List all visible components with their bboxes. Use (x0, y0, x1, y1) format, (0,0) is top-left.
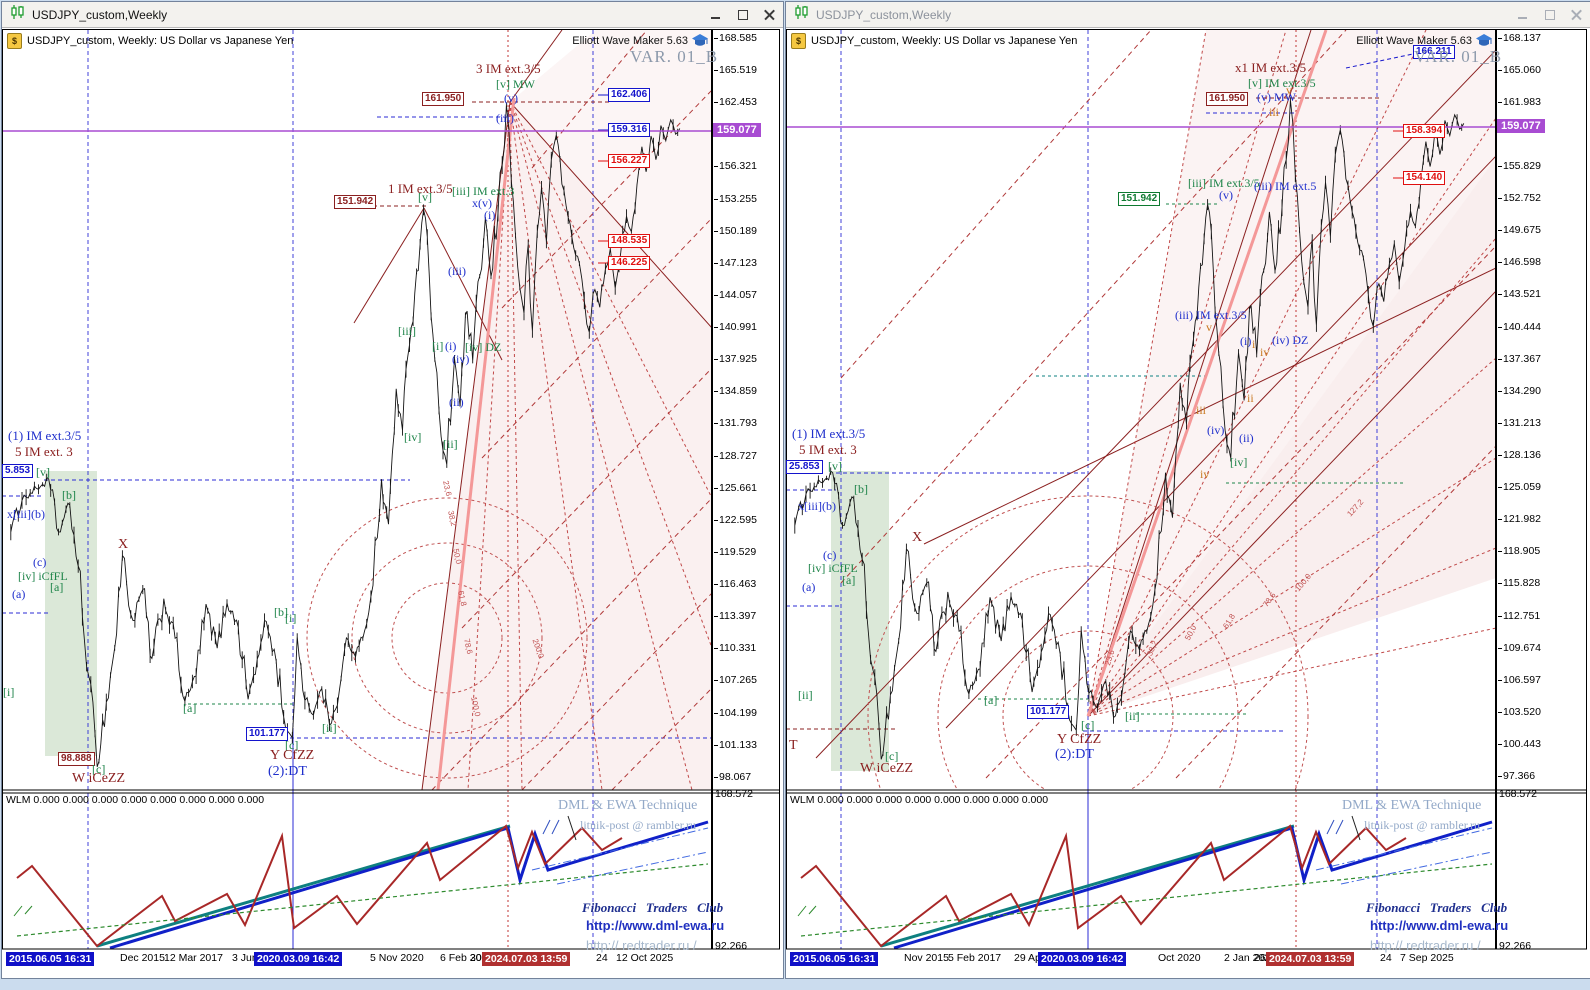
chart-area[interactable]: x1 IM ext.3/5 [v] IM ext.3/5 (v) MW 161.950… (786, 28, 1590, 977)
current-price-badge: 159.077 (1497, 119, 1545, 133)
graduation-cap-icon (1476, 34, 1492, 46)
close-button[interactable] (764, 9, 775, 20)
ewm-label: Elliott Wave Maker 5.63 (1356, 34, 1472, 47)
chart-header: $ USDJPY_custom, Weekly: US Dollar vs Ja… (791, 33, 1077, 49)
wave2-zone-band (831, 471, 889, 771)
close-button[interactable] (1571, 9, 1582, 20)
candlestick-icon (794, 5, 810, 24)
symbol-icon: $ (791, 33, 806, 49)
watermark-brand: DML & EWA Technique (1342, 798, 1482, 813)
watermark-url-dml: http://www.dml-ewa.ru (1370, 918, 1509, 933)
minimize-button[interactable] (710, 9, 721, 20)
window-titlebar[interactable]: USDJPY_custom,Weekly (2, 2, 783, 28)
maximize-button[interactable] (1544, 9, 1555, 20)
watermark-club: Fibonacci Traders Club (1366, 900, 1508, 915)
maximize-button[interactable] (737, 9, 748, 20)
symbol-icon: $ (7, 33, 22, 49)
graduation-cap-icon (692, 34, 708, 46)
chart-area[interactable]: 3 IM ext.3/5 [v] MW (v) 161.950 (iii) 162.406… (2, 28, 783, 977)
price-series (794, 97, 1465, 760)
ewm-banner: Elliott Wave Maker 5.63 (558, 34, 708, 47)
minimize-button[interactable] (1517, 9, 1528, 20)
watermark-email: litnik-post @ rambler.ru (1364, 818, 1481, 832)
chart-canvas (2, 29, 780, 950)
chart-canvas (786, 29, 1587, 950)
wlm-indicator-label: WLM 0.000 0.000 0.000 0.000 0.000 0.000 … (6, 794, 265, 806)
watermark-url-dml: http://www.dml-ewa.ru (586, 918, 725, 933)
current-price-badge: 159.077 (713, 123, 761, 137)
watermark-club: Fibonacci Traders Club (582, 900, 724, 915)
wlm-indicator-lines (797, 815, 1493, 950)
window-titlebar[interactable]: USDJPY_custom,Weekly (786, 2, 1590, 28)
window-title: USDJPY_custom,Weekly (32, 7, 168, 22)
price-series (10, 102, 681, 767)
ewm-label: Elliott Wave Maker 5.63 (572, 34, 688, 47)
watermark-url-redtrader: http:// redtrader.ru / (1370, 938, 1481, 953)
candlestick-icon (10, 5, 26, 24)
wlm-indicator-lines (13, 815, 709, 950)
watermark-email: litnik-post @ rambler.ru (580, 818, 697, 832)
symbol-description: USDJPY_custom, Weekly: US Dollar vs Japa… (811, 35, 1078, 47)
watermark-brand: DML & EWA Technique (558, 798, 698, 813)
chart-window-left: USDJPY_custom,Weekly (1, 1, 784, 979)
chart-window-right: USDJPY_custom,Weekly (785, 1, 1590, 979)
wlm-indicator-label: WLM 0.000 0.000 0.000 0.000 0.000 0.000 … (790, 794, 1049, 806)
ewm-banner: Elliott Wave Maker 5.63 (1342, 34, 1492, 47)
chart-header: $ USDJPY_custom, Weekly: US Dollar vs Ja… (7, 33, 293, 49)
window-title: USDJPY_custom,Weekly (816, 7, 952, 22)
symbol-description: USDJPY_custom, Weekly: US Dollar vs Japa… (27, 35, 294, 47)
watermark-url-redtrader: http:// redtrader.ru / (586, 938, 697, 953)
